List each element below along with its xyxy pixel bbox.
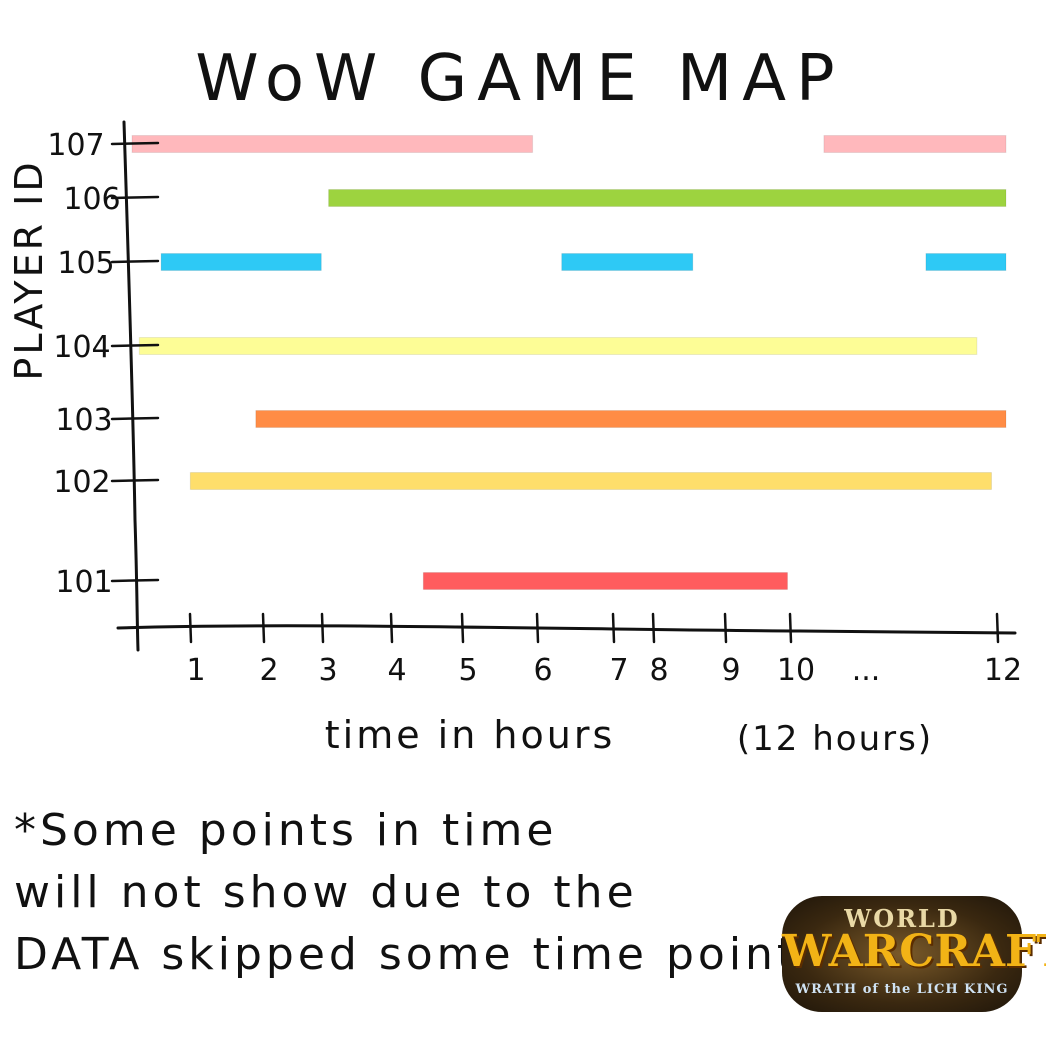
y-tick [110, 343, 160, 348]
x-tick [460, 612, 465, 644]
x-tick-label: 10 [777, 653, 815, 688]
bar-player-106 [328, 189, 1007, 207]
bar-player-107 [131, 135, 534, 153]
x-tick-label: 2 [259, 653, 278, 688]
x-tick-label: 9 [721, 653, 740, 688]
y-tick [110, 478, 160, 483]
y-tick-label: 103 [55, 403, 112, 438]
y-tick [110, 141, 160, 146]
x-tick [261, 612, 266, 644]
x-tick-layer: 1 2 3 4 5 6 7 8 9 10... 12 [186, 612, 1022, 688]
logo-plate [782, 896, 1022, 1012]
x-tick-label: 7 [609, 653, 628, 688]
bar-player-104 [138, 337, 978, 355]
x-tick [320, 612, 325, 644]
bar-player-105 [925, 253, 1007, 271]
x-tick-label: 1 [186, 653, 205, 688]
x-tick [389, 612, 394, 644]
bar-player-107 [823, 135, 1007, 153]
x-tick [188, 612, 193, 644]
x-axis-line [116, 624, 1017, 635]
chart-title: WoW GAME MAP [195, 42, 844, 116]
footnote-line: *Some points in time [14, 805, 558, 856]
x-tick [611, 612, 616, 644]
bar-player-105 [160, 253, 322, 271]
bar-layer [131, 135, 1007, 590]
x-tick [788, 612, 793, 644]
bar-player-102 [189, 472, 993, 490]
x-tick-label: 3 [318, 653, 337, 688]
bar-player-105 [561, 253, 694, 271]
y-tick-label: 107 [47, 128, 104, 163]
x-tick [995, 612, 1000, 644]
y-axis-line [122, 120, 140, 652]
y-tick [110, 416, 160, 421]
logo-line-warcraft: WARCRAFT [782, 926, 1046, 977]
y-tick-label: 104 [53, 330, 110, 365]
x-tick-label: 6 [533, 653, 552, 688]
x-axis-note: (12 hours) [737, 719, 933, 759]
y-tick [110, 195, 160, 200]
x-tick-label: 12 [984, 653, 1022, 688]
x-axis-title: time in hours [325, 713, 616, 757]
footnote-line: will not show due to the [14, 867, 638, 918]
x-tick [723, 612, 728, 644]
logo-line-world: WORLD [844, 904, 960, 933]
x-tick-label: 8 [649, 653, 668, 688]
logo-line-subtitle: WRATH of the LICH KING [795, 982, 1009, 997]
y-tick-label: 105 [57, 246, 114, 281]
bar-player-103 [255, 410, 1007, 428]
y-tick-label: 101 [55, 565, 112, 600]
footnote-line: DATA skipped some time points. [14, 929, 844, 980]
footnote: *Some points in time will not show due t… [14, 800, 844, 986]
x-tick [535, 612, 540, 644]
x-tick [651, 612, 656, 644]
x-tick-label: 4 [387, 653, 406, 688]
y-tick-label: 106 [63, 182, 120, 217]
y-axis-title: PLAYER ID [7, 159, 51, 380]
x-tick-label: ... [852, 653, 881, 688]
y-tick-layer: 107 106 105 104 103 102 101 [47, 128, 160, 600]
bar-player-101 [422, 572, 788, 590]
y-tick [110, 259, 160, 264]
world-of-warcraft-logo: WORLD WARCRAFT WRATH of the LICH KING [782, 896, 1046, 1012]
x-tick-label: 5 [458, 653, 477, 688]
y-tick-label: 102 [53, 465, 110, 500]
y-tick [110, 578, 160, 583]
